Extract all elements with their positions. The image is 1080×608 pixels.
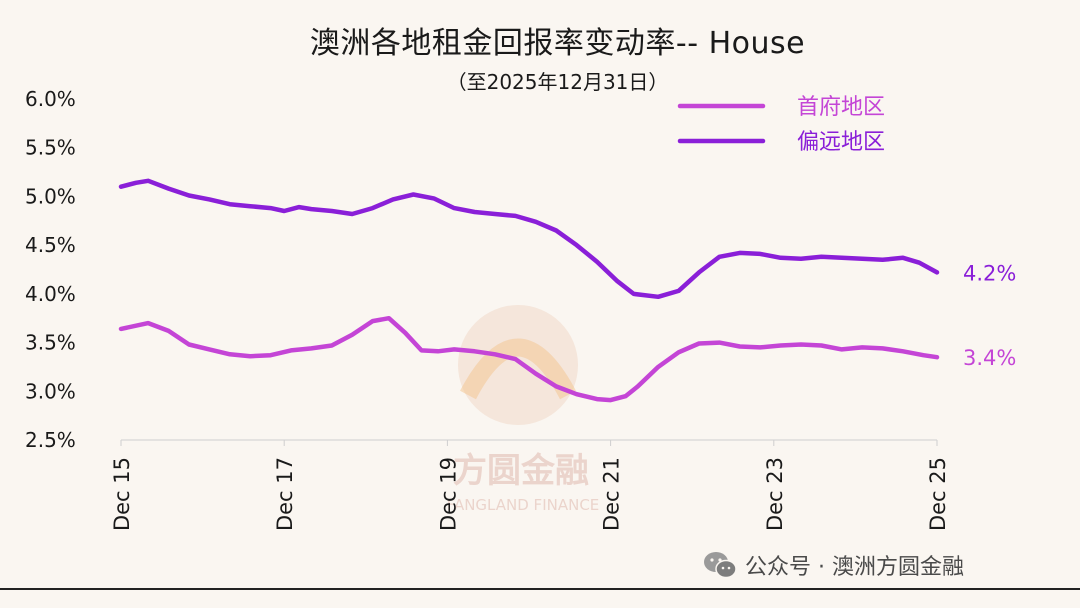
y-tick-label: 4.0% — [25, 282, 76, 306]
chart-subtitle: （至2025年12月31日） — [446, 70, 669, 94]
y-tick-label: 6.0% — [25, 87, 76, 111]
x-tick-label: Dec 25 — [926, 457, 950, 531]
chart-title: 澳洲各地租金回报率变动率-- House — [309, 26, 806, 61]
legend-label-1: 偏远地区 — [797, 130, 885, 155]
logo-text-cn: 方圆金融 — [453, 451, 589, 491]
y-tick-label: 2.5% — [25, 428, 76, 452]
y-tick-label: 3.5% — [25, 331, 76, 355]
footer-watermark: 公众号 · 澳洲方圆金融 — [703, 548, 964, 582]
x-tick-label: Dec 21 — [600, 457, 624, 531]
x-tick-label: Dec 15 — [110, 457, 134, 531]
x-tick-label: Dec 23 — [763, 457, 787, 531]
series-end-label-0: 3.4% — [963, 346, 1016, 370]
series-line-1 — [118, 178, 940, 300]
x-tick-label: Dec 19 — [436, 457, 460, 531]
logo-arc — [460, 338, 576, 400]
series-end-label-1: 4.2% — [963, 261, 1016, 285]
y-tick-label: 3.0% — [25, 379, 76, 403]
wechat-icon — [704, 552, 737, 579]
legend-label-0: 首府地区 — [797, 95, 885, 120]
footer-account-text: 公众号 · 澳洲方圆金融 — [745, 555, 964, 580]
logo-text-en: FANGLAND FINANCE — [447, 496, 600, 514]
x-tick-label: Dec 17 — [273, 457, 297, 531]
series-line-0 — [118, 315, 940, 403]
logo-mark — [458, 305, 578, 425]
y-tick-label: 5.0% — [25, 184, 76, 208]
y-tick-label: 4.5% — [25, 233, 76, 257]
y-tick-label: 5.5% — [25, 136, 76, 160]
footer-divider — [0, 588, 1080, 590]
